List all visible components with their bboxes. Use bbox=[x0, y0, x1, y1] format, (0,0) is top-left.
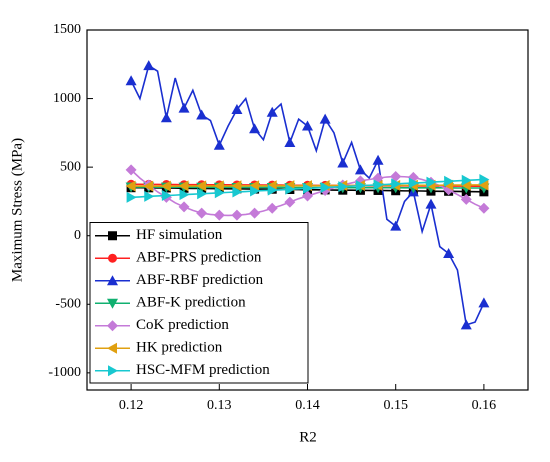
x-axis-label: R2 bbox=[299, 429, 317, 445]
marker bbox=[444, 175, 455, 187]
marker bbox=[478, 202, 490, 214]
marker bbox=[143, 60, 155, 71]
marker bbox=[178, 180, 189, 192]
marker bbox=[178, 102, 190, 113]
marker bbox=[196, 207, 208, 219]
x-tick-label: 0.14 bbox=[295, 398, 320, 413]
marker bbox=[143, 180, 154, 192]
marker bbox=[160, 112, 172, 123]
marker bbox=[391, 178, 402, 190]
marker bbox=[249, 207, 261, 219]
marker bbox=[214, 187, 225, 199]
legend-marker bbox=[108, 365, 118, 377]
y-tick-label: 1500 bbox=[53, 22, 81, 37]
marker bbox=[426, 176, 437, 188]
legend-label: ABF-K prediction bbox=[136, 295, 246, 311]
marker bbox=[460, 193, 472, 205]
legend-marker bbox=[107, 298, 118, 309]
marker bbox=[178, 201, 190, 213]
marker bbox=[354, 164, 366, 175]
marker bbox=[250, 185, 261, 197]
marker bbox=[213, 180, 224, 192]
y-tick-label: -500 bbox=[55, 297, 81, 312]
marker bbox=[425, 198, 437, 209]
y-tick-label: 500 bbox=[60, 159, 81, 174]
x-tick-label: 0.16 bbox=[472, 398, 497, 413]
marker bbox=[125, 75, 137, 86]
marker bbox=[355, 180, 366, 192]
marker bbox=[249, 123, 261, 134]
legend-marker bbox=[107, 320, 118, 332]
legend-marker bbox=[107, 342, 117, 354]
marker bbox=[443, 248, 455, 259]
marker bbox=[160, 180, 171, 192]
marker bbox=[338, 181, 349, 193]
marker bbox=[461, 174, 472, 186]
marker bbox=[179, 189, 190, 201]
marker bbox=[302, 120, 313, 131]
marker bbox=[372, 154, 384, 165]
legend-label: HSC-MFM prediction bbox=[136, 362, 270, 378]
x-tick-label: 0.15 bbox=[383, 398, 408, 413]
y-tick-label: -1000 bbox=[48, 365, 81, 380]
legend-label: HK prediction bbox=[136, 340, 223, 356]
legend-label: ABF-RBF prediction bbox=[136, 272, 264, 288]
marker bbox=[373, 179, 384, 191]
legend-label: HF simulation bbox=[136, 227, 223, 243]
marker bbox=[213, 139, 225, 150]
marker bbox=[478, 297, 490, 308]
marker bbox=[231, 180, 242, 192]
marker bbox=[479, 173, 490, 185]
marker bbox=[196, 180, 207, 192]
marker bbox=[197, 188, 208, 200]
legend-marker bbox=[108, 253, 117, 263]
marker bbox=[285, 183, 296, 195]
marker bbox=[126, 191, 137, 203]
marker bbox=[196, 109, 208, 120]
marker bbox=[460, 319, 472, 330]
marker bbox=[161, 190, 172, 202]
y-tick-label: 0 bbox=[74, 228, 81, 243]
marker bbox=[144, 190, 155, 202]
marker bbox=[390, 170, 402, 182]
marker bbox=[125, 180, 136, 192]
marker bbox=[337, 157, 349, 168]
y-tick-label: 1000 bbox=[53, 91, 81, 106]
marker bbox=[231, 209, 243, 221]
marker bbox=[266, 106, 278, 117]
marker bbox=[267, 184, 278, 196]
marker bbox=[125, 164, 137, 176]
marker bbox=[303, 182, 313, 194]
legend-label: CoK prediction bbox=[136, 317, 229, 333]
marker bbox=[232, 186, 243, 198]
x-tick-label: 0.13 bbox=[207, 398, 232, 413]
marker bbox=[266, 202, 278, 214]
marker bbox=[319, 113, 331, 124]
marker bbox=[390, 220, 402, 231]
marker bbox=[284, 136, 296, 147]
marker bbox=[249, 180, 260, 192]
marker bbox=[284, 196, 296, 208]
marker bbox=[320, 181, 331, 193]
legend-label: ABF-PRS prediction bbox=[136, 250, 262, 266]
marker bbox=[302, 190, 313, 202]
marker bbox=[231, 104, 243, 115]
marker bbox=[460, 179, 471, 191]
x-tick-label: 0.12 bbox=[119, 398, 144, 413]
legend-marker bbox=[107, 275, 118, 286]
legend-marker bbox=[108, 231, 117, 241]
y-axis-label: Maximum Stress (MPa) bbox=[9, 138, 25, 282]
marker bbox=[213, 209, 225, 221]
marker bbox=[408, 177, 419, 189]
marker bbox=[478, 179, 489, 191]
